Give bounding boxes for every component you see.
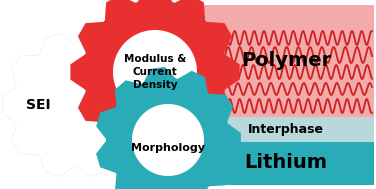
Text: Polymer: Polymer	[241, 51, 331, 70]
Polygon shape	[2, 33, 148, 177]
Bar	[198, 142, 374, 185]
Text: SEI: SEI	[26, 98, 50, 112]
Bar	[198, 117, 374, 142]
Polygon shape	[113, 30, 197, 114]
Text: Modulus &
Current
Density: Modulus & Current Density	[124, 54, 186, 90]
Polygon shape	[132, 104, 204, 176]
Text: Morphology: Morphology	[131, 143, 205, 153]
Text: Interphase: Interphase	[248, 123, 324, 136]
Bar	[198, 5, 374, 117]
Polygon shape	[70, 0, 240, 157]
Polygon shape	[2, 33, 148, 177]
Polygon shape	[96, 67, 241, 189]
Text: Lithium: Lithium	[244, 153, 327, 173]
Polygon shape	[41, 71, 109, 139]
